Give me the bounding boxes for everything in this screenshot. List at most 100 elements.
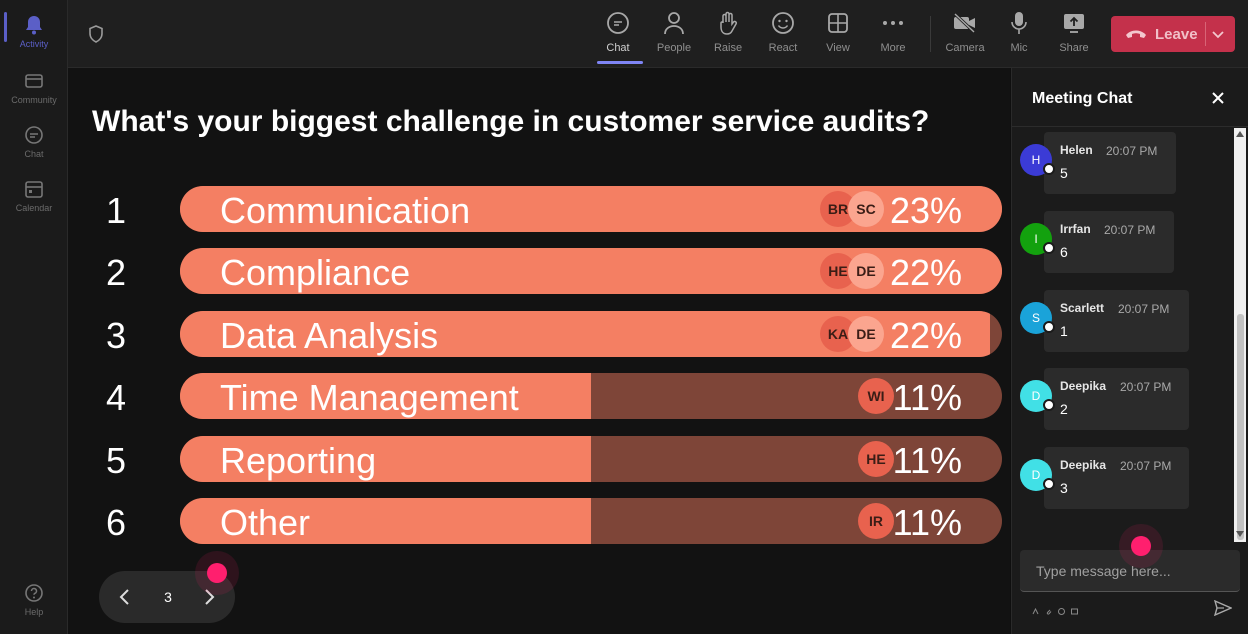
chat-icon [23,124,45,146]
leave-button[interactable]: Leave [1111,16,1235,52]
rail-item-label: Chat [24,149,44,159]
chat-message: Scarlett 20:07 PM 1 S [1012,290,1232,354]
poll-results-panel: What's your biggest challenge in custome… [68,68,1010,634]
poll-result-fill [180,436,591,482]
message-text: 3 [1060,480,1068,496]
calendar-icon [23,178,45,200]
rail-item-chat[interactable]: Chat [0,116,68,168]
toolbar-divider [930,16,931,52]
poll-option-number: 6 [106,502,127,543]
message-text: 2 [1060,401,1068,417]
poll-result-fill [180,373,591,419]
emoji-icon[interactable] [1058,602,1065,615]
camera-button-label: Camera [945,42,985,54]
chat-header-divider [1012,126,1248,127]
message-bubble: Irrfan 20:07 PM 6 [1044,211,1174,273]
more-button[interactable]: More [866,10,920,60]
rail-item-help[interactable]: Help [0,574,68,626]
message-timestamp: 20:07 PM [1120,380,1172,394]
poll-option-row: 1 Communication BR SC 23% [68,186,1010,234]
rail-item-community[interactable]: Community [0,62,68,114]
poll-result-fill [180,498,591,544]
poll-option-label: Data Analysis [220,315,439,356]
share-button[interactable]: Share [1047,10,1101,60]
more-button-label: More [880,42,906,54]
voter-avatar: DE [848,316,884,352]
poll-option-number: 1 [106,190,127,231]
voter-avatar: SC [848,191,884,227]
people-button-label: People [656,42,692,54]
smiley-icon [770,10,796,36]
help-icon [23,582,45,604]
raise-hand-button[interactable]: Raise [701,10,755,60]
chat-button-label: Chat [606,42,630,54]
chevron-right-icon[interactable] [201,587,217,607]
shield-icon[interactable] [86,24,106,44]
poll-option-row: 4 Time Management WI 11% [68,373,1010,421]
presence-status-icon [1043,321,1055,333]
page-number: 3 [164,589,172,605]
leave-divider [1205,22,1206,46]
voter-avatar: KA [820,316,856,352]
meeting-toolbar: Chat People Raise React View More [68,0,1248,68]
gif-icon[interactable] [1071,602,1078,615]
voter-avatar: BR [820,191,856,227]
avatar[interactable]: D [1020,380,1052,412]
message-sender: Scarlett [1060,301,1105,315]
people-button[interactable]: People [647,10,701,60]
mic-button-label: Mic [1010,42,1028,54]
message-bubble: Helen 20:07 PM 5 [1044,132,1176,194]
camera-off-icon [952,10,978,36]
chat-message-input[interactable] [1020,550,1240,592]
chat-message: Irrfan 20:07 PM 6 I [1012,211,1232,275]
message-bubble: Deepika 20:07 PM 3 [1044,447,1189,509]
scroll-up-arrow-icon[interactable] [1236,131,1244,137]
format-text-icon[interactable] [1032,602,1039,615]
message-sender: Irrfan [1060,222,1091,236]
message-text: 1 [1060,323,1068,339]
voter-avatar: IR [858,503,894,539]
community-icon [23,70,45,92]
voter-avatar: WI [858,378,894,414]
view-button[interactable]: View [811,10,865,60]
message-text: 5 [1060,165,1068,181]
message-timestamp: 20:07 PM [1104,223,1156,237]
message-timestamp: 20:07 PM [1106,144,1158,158]
poll-option-number: 2 [106,252,127,293]
rail-item-calendar[interactable]: Calendar [0,170,68,222]
poll-result-bar: Communication BR SC 23% [180,186,1002,232]
close-icon[interactable] [1210,90,1226,106]
poll-option-number: 3 [106,315,127,356]
poll-option-percent: 11% [892,502,962,543]
attach-icon[interactable] [1045,602,1052,615]
presence-status-icon [1043,478,1055,490]
mic-button[interactable]: Mic [992,10,1046,60]
rail-item-label: Community [11,95,57,105]
chevron-down-icon[interactable] [1211,28,1225,40]
camera-button[interactable]: Camera [938,10,992,60]
active-tab-indicator [597,61,643,64]
rail-item-label: Help [24,607,44,617]
poll-option-percent: 11% [892,377,962,418]
rail-item-label: Calendar [15,203,53,213]
poll-option-label: Other [220,502,311,543]
poll-option-label: Reporting [220,440,377,481]
poll-option-row: 3 Data Analysis KA DE 22% [68,311,1010,359]
chevron-left-icon[interactable] [117,587,133,607]
poll-option-percent: 22% [889,315,962,356]
message-bubble: Scarlett 20:07 PM 1 [1044,290,1189,352]
chat-panel-title: Meeting Chat [1032,90,1133,107]
raise-hand-label: Raise [713,42,743,54]
pointer-highlight [1131,536,1151,556]
message-text: 6 [1060,244,1068,260]
message-sender: Deepika [1060,458,1107,472]
rail-item-activity[interactable]: Activity [0,6,68,58]
react-button[interactable]: React [756,10,810,60]
chat-scrollbar-thumb[interactable] [1237,314,1244,540]
scroll-down-arrow-icon[interactable] [1236,531,1244,537]
send-icon[interactable] [1213,599,1233,617]
presence-status-icon [1043,163,1055,175]
view-button-label: View [826,42,850,54]
presence-status-icon [1043,242,1055,254]
chat-button[interactable]: Chat [591,10,645,60]
